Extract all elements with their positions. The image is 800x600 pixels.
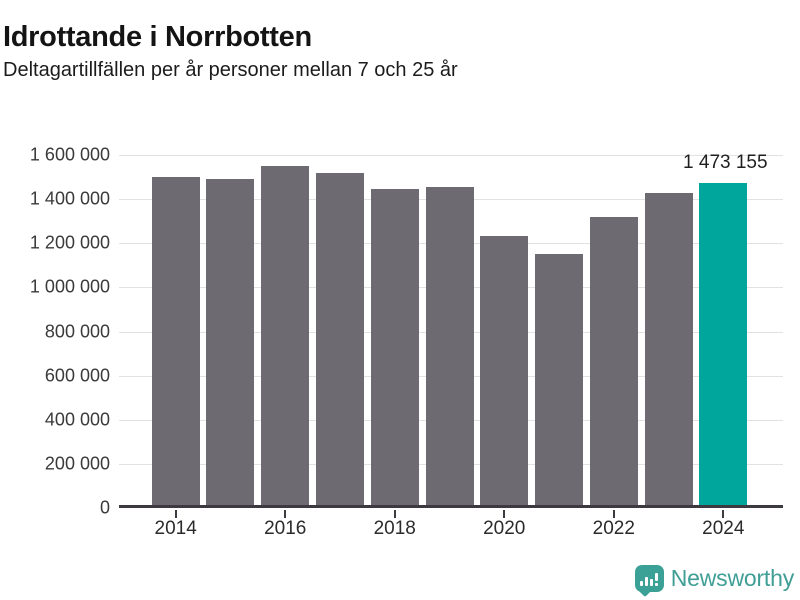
bar-2023 [644,193,693,508]
bar-2021 [535,254,584,508]
bar-2014 [151,177,200,508]
x-tick-label: 2018 [373,518,416,539]
bar-2018 [370,189,419,508]
brand-footer[interactable]: Newsworthy [634,565,794,592]
bar-2024 [699,183,748,508]
bar-2016 [261,166,310,508]
gridline [119,155,783,156]
x-tick-label: 2016 [264,518,307,539]
x-tick-label: 2014 [154,518,197,539]
logo-barchart-glyph [639,573,658,586]
bar-2020 [480,236,529,508]
brand-name: Newsworthy [670,565,794,591]
y-tick-label: 1 400 000 [29,188,110,209]
plot-area: 1 473 155 [119,152,783,518]
x-tick-mark [284,510,287,518]
x-axis: 2014 2016 2018 2020 2022 2024 [119,518,783,544]
y-tick-label: 400 000 [44,409,110,430]
x-tick-mark [503,510,506,518]
y-tick-label: 1 600 000 [29,144,110,165]
y-axis: 0 200 000 400 000 600 000 800 000 1 000 000 1 … [0,145,110,518]
y-tick-label: 600 000 [44,365,110,386]
y-tick-label: 0 [99,497,110,518]
bar-2019 [425,187,474,508]
x-tick-mark [612,510,615,518]
bar-2022 [589,216,638,508]
value-annotation: 1 473 155 [683,152,768,173]
logo-exclamation-glyph [654,573,658,586]
x-tick-label: 2022 [592,518,635,539]
newsworthy-logo-icon [634,565,664,592]
chart-title: Idrottande i Norrbotten [3,21,312,54]
y-tick-label: 1 000 000 [29,276,110,297]
chart-subtitle: Deltagartillfällen per år personer mella… [3,59,458,81]
bar-2017 [315,173,364,508]
x-tick-mark [174,510,177,518]
x-axis-line [119,505,783,508]
x-tick-label: 2024 [702,518,745,539]
y-tick-label: 200 000 [44,453,110,474]
y-tick-label: 800 000 [44,321,110,341]
x-tick-mark [722,510,725,518]
x-tick-mark [393,510,396,518]
x-tick-label: 2020 [483,518,526,539]
bar-2015 [206,179,255,508]
y-tick-label: 1 200 000 [29,232,110,253]
